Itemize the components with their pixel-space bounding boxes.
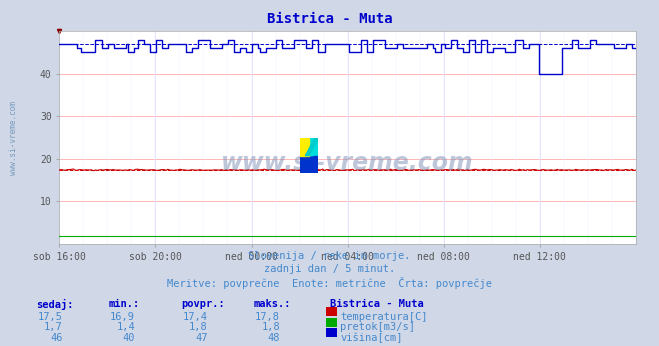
Text: višina[cm]: višina[cm] (340, 333, 403, 343)
Text: 17,8: 17,8 (255, 312, 280, 322)
Polygon shape (309, 138, 318, 156)
Text: Bistrica - Muta: Bistrica - Muta (267, 12, 392, 26)
Polygon shape (305, 138, 318, 156)
Text: 48: 48 (268, 333, 280, 343)
Text: 46: 46 (50, 333, 63, 343)
Text: maks.:: maks.: (254, 299, 291, 309)
Text: 1,4: 1,4 (117, 322, 135, 333)
Text: povpr.:: povpr.: (181, 299, 225, 309)
Text: www.si-vreme.com: www.si-vreme.com (221, 151, 474, 175)
Text: 1,8: 1,8 (262, 322, 280, 333)
Text: 17,5: 17,5 (38, 312, 63, 322)
Text: sedaj:: sedaj: (36, 299, 74, 310)
Bar (309, 138, 318, 156)
Text: 40: 40 (123, 333, 135, 343)
Text: 1,7: 1,7 (44, 322, 63, 333)
Text: Slovenija / reke in morje.: Slovenija / reke in morje. (248, 251, 411, 261)
Text: www.si-vreme.com: www.si-vreme.com (9, 101, 18, 175)
Polygon shape (300, 138, 309, 156)
Text: 16,9: 16,9 (110, 312, 135, 322)
Bar (300, 156, 318, 173)
Text: 47: 47 (195, 333, 208, 343)
Text: Bistrica - Muta: Bistrica - Muta (330, 299, 423, 309)
Text: min.:: min.: (109, 299, 140, 309)
Text: temperatura[C]: temperatura[C] (340, 312, 428, 322)
Text: zadnji dan / 5 minut.: zadnji dan / 5 minut. (264, 264, 395, 274)
Bar (300, 138, 309, 156)
Text: 17,4: 17,4 (183, 312, 208, 322)
Text: 1,8: 1,8 (189, 322, 208, 333)
Text: pretok[m3/s]: pretok[m3/s] (340, 322, 415, 333)
Text: Meritve: povprečne  Enote: metrične  Črta: povprečje: Meritve: povprečne Enote: metrične Črta:… (167, 277, 492, 289)
